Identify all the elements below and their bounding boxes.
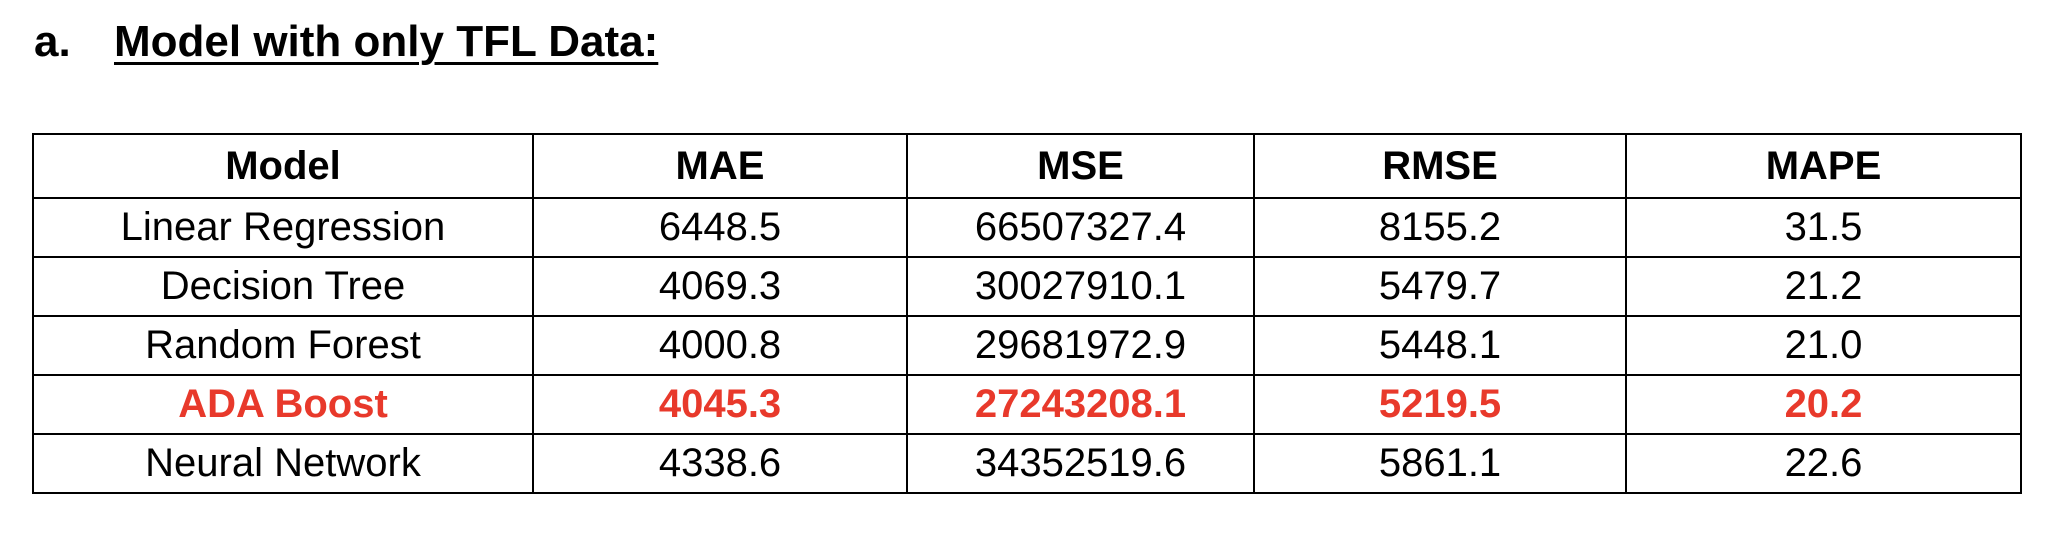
mse-cell: 29681972.9 bbox=[906, 315, 1255, 376]
mse-cell: 34352519.6 bbox=[906, 433, 1255, 494]
table-row: Random Forest 4000.8 29681972.9 5448.1 2… bbox=[32, 315, 2022, 376]
mse-cell: 30027910.1 bbox=[906, 256, 1255, 317]
mse-cell: 66507327.4 bbox=[906, 197, 1255, 258]
table-row: Decision Tree 4069.3 30027910.1 5479.7 2… bbox=[32, 256, 2022, 317]
column-header-model: Model bbox=[32, 133, 534, 199]
model-name-cell: Neural Network bbox=[32, 433, 534, 494]
model-name-cell: Linear Regression bbox=[32, 197, 534, 258]
mape-cell: 22.6 bbox=[1625, 433, 2022, 494]
mae-cell: 4045.3 bbox=[532, 374, 908, 435]
table-header-row: Model MAE MSE RMSE MAPE bbox=[32, 133, 2022, 199]
rmse-cell: 8155.2 bbox=[1253, 197, 1627, 258]
mape-cell: 31.5 bbox=[1625, 197, 2022, 258]
mape-cell: 20.2 bbox=[1625, 374, 2022, 435]
mae-cell: 4338.6 bbox=[532, 433, 908, 494]
model-name-cell: Random Forest bbox=[32, 315, 534, 376]
rmse-cell: 5861.1 bbox=[1253, 433, 1627, 494]
model-name-cell: Decision Tree bbox=[32, 256, 534, 317]
table-row: Neural Network 4338.6 34352519.6 5861.1 … bbox=[32, 433, 2022, 494]
column-header-rmse: RMSE bbox=[1253, 133, 1627, 199]
mae-cell: 6448.5 bbox=[532, 197, 908, 258]
column-header-mae: MAE bbox=[532, 133, 908, 199]
mae-cell: 4069.3 bbox=[532, 256, 908, 317]
section-label: a. bbox=[34, 17, 71, 66]
mae-cell: 4000.8 bbox=[532, 315, 908, 376]
rmse-cell: 5448.1 bbox=[1253, 315, 1627, 376]
mape-cell: 21.2 bbox=[1625, 256, 2022, 317]
mse-cell: 27243208.1 bbox=[906, 374, 1255, 435]
table-row: Linear Regression 6448.5 66507327.4 8155… bbox=[32, 197, 2022, 258]
rmse-cell: 5479.7 bbox=[1253, 256, 1627, 317]
model-metrics-table: Model MAE MSE RMSE MAPE Linear Regressio… bbox=[32, 133, 2022, 494]
model-name-cell: ADA Boost bbox=[32, 374, 534, 435]
rmse-cell: 5219.5 bbox=[1253, 374, 1627, 435]
column-header-mse: MSE bbox=[906, 133, 1255, 199]
mape-cell: 21.0 bbox=[1625, 315, 2022, 376]
section-title: Model with only TFL Data: bbox=[114, 17, 659, 66]
column-header-mape: MAPE bbox=[1625, 133, 2022, 199]
section-heading: a. Model with only TFL Data: bbox=[34, 10, 658, 74]
table-row-highlighted: ADA Boost 4045.3 27243208.1 5219.5 20.2 bbox=[32, 374, 2022, 435]
